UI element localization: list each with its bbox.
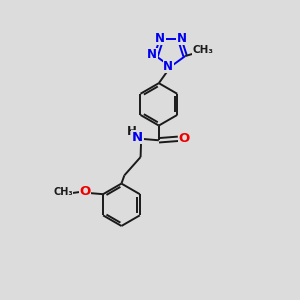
Text: O: O bbox=[179, 132, 190, 145]
Text: N: N bbox=[177, 32, 187, 45]
Text: CH₃: CH₃ bbox=[53, 188, 73, 197]
Text: N: N bbox=[163, 60, 173, 73]
Text: N: N bbox=[147, 48, 157, 62]
Text: N: N bbox=[132, 131, 143, 144]
Text: O: O bbox=[79, 185, 90, 198]
Text: CH₃: CH₃ bbox=[192, 45, 213, 55]
Text: N: N bbox=[155, 32, 165, 45]
Text: H: H bbox=[127, 125, 137, 138]
